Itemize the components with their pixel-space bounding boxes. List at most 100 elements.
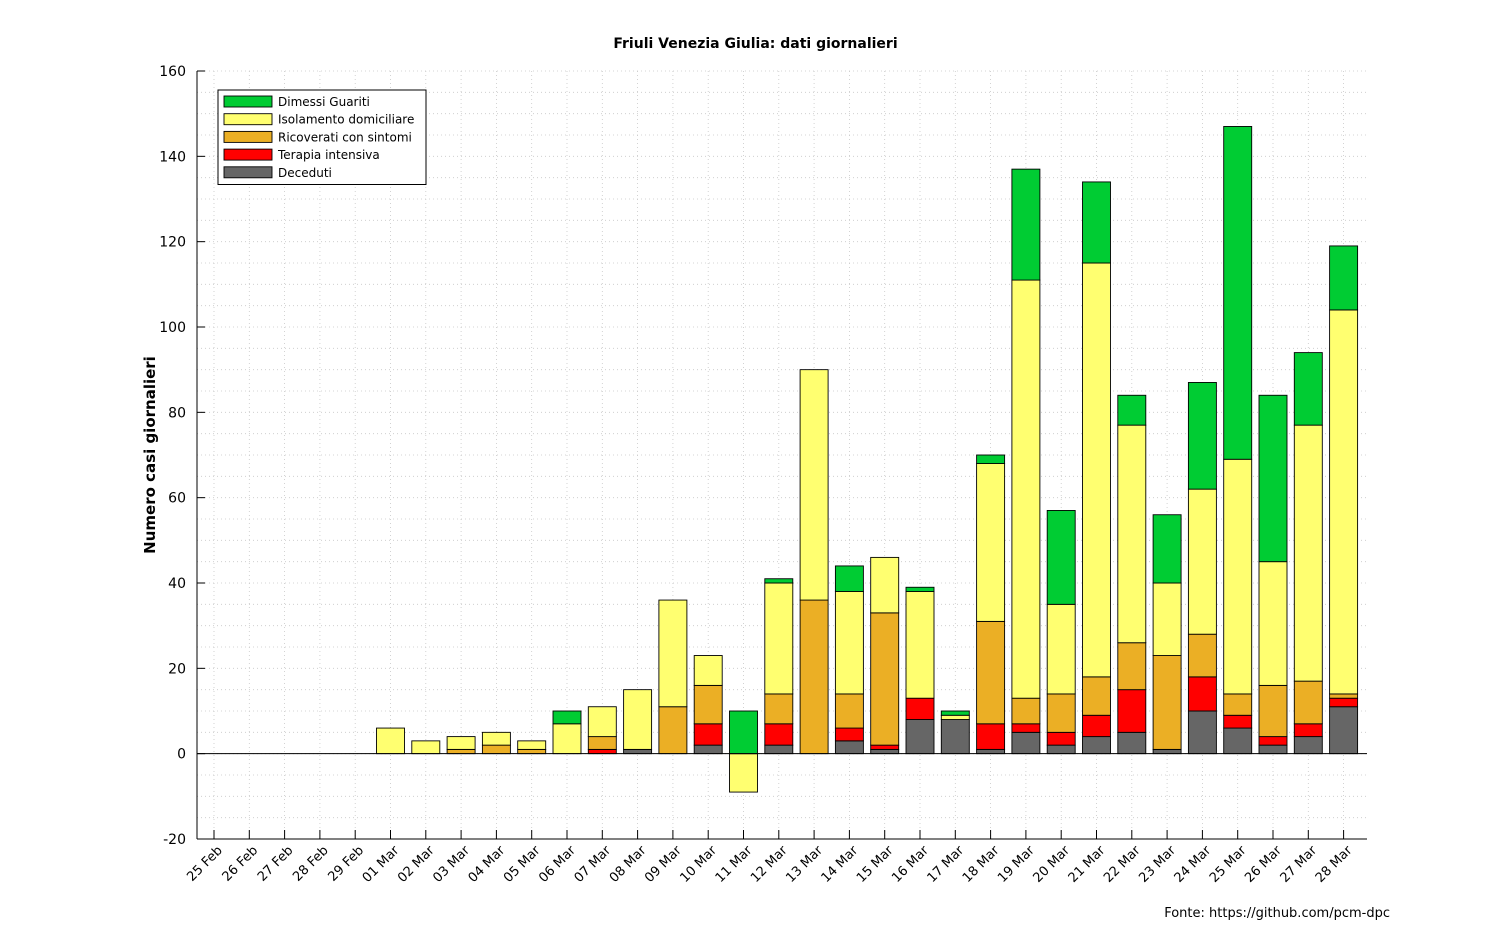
bar-segment-isolamento-domiciliare bbox=[376, 727, 405, 755]
bar-segment-isolamento-domiciliare bbox=[1187, 488, 1217, 635]
legend-swatch bbox=[223, 130, 273, 143]
legend-label: Deceduti bbox=[278, 166, 332, 180]
bar-segment-ricoverati-con-sintomi bbox=[799, 599, 829, 755]
bar-segment-deceduti bbox=[623, 748, 653, 755]
bar-segment-ricoverati-con-sintomi bbox=[1117, 642, 1147, 691]
bar-segment-terapia-intensiva bbox=[834, 727, 864, 742]
bar-segment-dimessi-guariti bbox=[1011, 168, 1041, 281]
bar-segment-isolamento-domiciliare bbox=[1223, 458, 1253, 695]
bar-segment-isolamento-domiciliare bbox=[1258, 561, 1288, 686]
y-tick-label: 60 bbox=[168, 491, 186, 507]
bar-segment-isolamento-domiciliare bbox=[552, 723, 582, 755]
bar-segment-terapia-intensiva bbox=[1329, 697, 1359, 708]
bar-segment-terapia-intensiva bbox=[693, 723, 723, 746]
chart-title: Friuli Venezia Giulia: dati giornalieri bbox=[613, 36, 898, 52]
x-tick-label: 24 Mar bbox=[1172, 843, 1215, 886]
bar-segment-deceduti bbox=[1082, 736, 1111, 755]
bar-segment-deceduti bbox=[1046, 744, 1076, 755]
bar-segment-ricoverati-con-sintomi bbox=[870, 612, 900, 746]
bar-segment-isolamento-domiciliare bbox=[1011, 279, 1041, 699]
bar-segment-isolamento-domiciliare bbox=[905, 591, 935, 699]
bar-segment-isolamento-domiciliare bbox=[976, 463, 1006, 622]
y-tick-label: 100 bbox=[159, 320, 186, 336]
bar-segment-ricoverati-con-sintomi bbox=[1187, 633, 1217, 678]
bar-segment-ricoverati-con-sintomi bbox=[517, 748, 547, 755]
bar-segment-terapia-intensiva bbox=[1187, 676, 1217, 712]
x-tick-label: 06 Mar bbox=[536, 843, 579, 886]
bar-segment-dimessi-guariti bbox=[729, 710, 758, 755]
bar-segment-ricoverati-con-sintomi bbox=[1082, 676, 1111, 716]
bar-segment-deceduti bbox=[1152, 748, 1182, 755]
x-tick-label: 22 Mar bbox=[1101, 843, 1144, 886]
bar-segment-terapia-intensiva bbox=[1293, 723, 1323, 738]
bar-segment-isolamento-domiciliare bbox=[411, 740, 441, 755]
x-tick-label: 20 Mar bbox=[1030, 843, 1073, 886]
bar-segment-isolamento-domiciliare bbox=[446, 736, 476, 750]
bar-segment-terapia-intensiva bbox=[976, 723, 1006, 750]
bar-segment-dimessi-guariti bbox=[1082, 181, 1111, 264]
x-tick-label: 03 Mar bbox=[430, 843, 473, 886]
bar-segment-isolamento-domiciliare bbox=[870, 556, 900, 614]
bar-segment-isolamento-domiciliare bbox=[693, 655, 723, 686]
bar-segment-deceduti bbox=[1258, 744, 1288, 755]
legend-label: Dimessi Guariti bbox=[278, 95, 370, 109]
bar-segment-ricoverati-con-sintomi bbox=[976, 620, 1006, 725]
bar-segment-isolamento-domiciliare bbox=[1329, 309, 1359, 695]
x-tick-label: 29 Feb bbox=[326, 843, 368, 885]
bar-segment-deceduti bbox=[976, 748, 1006, 755]
bar-segment-terapia-intensiva bbox=[764, 723, 794, 746]
x-tick-label: 28 Feb bbox=[290, 843, 332, 885]
bar-segment-deceduti bbox=[764, 744, 794, 755]
x-tick-label: 09 Mar bbox=[642, 843, 685, 886]
bar-segment-dimessi-guariti bbox=[905, 586, 935, 592]
legend-swatch bbox=[223, 95, 273, 108]
bar-segment-terapia-intensiva bbox=[1011, 723, 1041, 733]
bar-segment-dimessi-guariti bbox=[552, 710, 582, 725]
bar-segment-isolamento-domiciliare bbox=[481, 731, 511, 746]
legend-swatch bbox=[223, 166, 273, 179]
legend: Dimessi Guariti Isolamento domiciliare Ric… bbox=[217, 89, 427, 185]
bar-segment-dimessi-guariti bbox=[976, 454, 1006, 464]
bar-segment-ricoverati-con-sintomi bbox=[1223, 693, 1253, 716]
bar-segment-terapia-intensiva bbox=[1046, 731, 1076, 746]
x-tick-label: 13 Mar bbox=[783, 843, 826, 886]
x-tick-label: 14 Mar bbox=[819, 843, 862, 886]
bar-segment-deceduti bbox=[693, 744, 723, 755]
y-tick-label: 20 bbox=[168, 661, 186, 677]
x-tick-label: 01 Mar bbox=[360, 843, 403, 886]
x-tick-label: 23 Mar bbox=[1136, 843, 1179, 886]
legend-swatch bbox=[223, 148, 273, 161]
bar-segment-terapia-intensiva bbox=[1258, 736, 1288, 746]
y-tick-label: 40 bbox=[168, 576, 186, 592]
bar-segment-isolamento-domiciliare bbox=[587, 706, 617, 738]
x-tick-label: 26 Feb bbox=[220, 843, 262, 885]
bar-segment-ricoverati-con-sintomi bbox=[1046, 693, 1076, 733]
bar-segment-ricoverati-con-sintomi bbox=[1011, 697, 1041, 725]
y-tick-label: -20 bbox=[163, 832, 186, 848]
bar-segment-ricoverati-con-sintomi bbox=[587, 736, 617, 750]
y-tick-label: 80 bbox=[168, 405, 186, 421]
bar-segment-terapia-intensiva bbox=[905, 697, 935, 720]
y-axis-label: Numero casi giornalieri bbox=[141, 356, 159, 554]
x-tick-label: 25 Feb bbox=[184, 843, 226, 885]
bar-segment-dimessi-guariti bbox=[940, 710, 970, 716]
x-tick-label: 05 Mar bbox=[501, 843, 544, 886]
x-tick-label: 19 Mar bbox=[995, 843, 1038, 886]
bar-segment-ricoverati-con-sintomi bbox=[481, 744, 511, 755]
bar-segment-ricoverati-con-sintomi bbox=[1258, 684, 1288, 738]
x-tick-label: 28 Mar bbox=[1313, 843, 1356, 886]
bar-segment-isolamento-domiciliare bbox=[940, 714, 970, 720]
bar-segment-isolamento-domiciliare bbox=[1152, 582, 1182, 656]
bar-segment-dimessi-guariti bbox=[1223, 126, 1253, 460]
bar-segment-dimessi-guariti bbox=[764, 578, 794, 584]
bar-segment-terapia-intensiva bbox=[1117, 689, 1147, 733]
x-tick-label: 12 Mar bbox=[748, 843, 791, 886]
bar-segment-isolamento-domiciliare bbox=[764, 582, 794, 695]
x-tick-label: 21 Mar bbox=[1066, 843, 1109, 886]
y-tick-label: 160 bbox=[159, 64, 186, 80]
bar-segment-deceduti bbox=[1293, 736, 1323, 755]
bar-segment-dimessi-guariti bbox=[1293, 352, 1323, 426]
x-tick-label: 11 Mar bbox=[713, 843, 756, 886]
bar-segment-dimessi-guariti bbox=[1258, 394, 1288, 563]
x-tick-label: 07 Mar bbox=[572, 843, 615, 886]
